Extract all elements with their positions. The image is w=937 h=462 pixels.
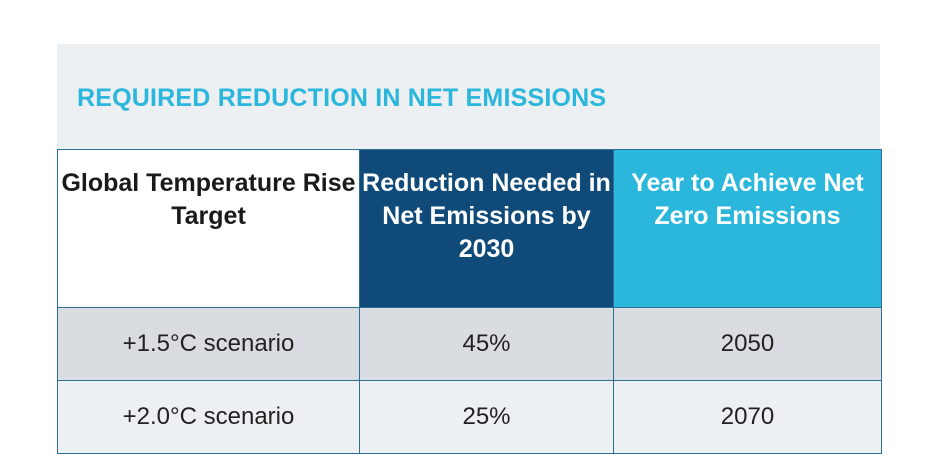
- reduction-cell: 25%: [359, 380, 614, 454]
- header-year-net-zero-label: Year to Achieve Net Zero Emissions: [631, 169, 864, 230]
- header-row: Global Temperature Rise Target Reduction…: [57, 149, 882, 308]
- year-cell: 2070: [613, 380, 882, 454]
- header-global-temperature-label: Global Temperature Rise Target: [61, 169, 356, 230]
- scenario-cell: +1.5°C scenario: [57, 307, 360, 381]
- header-global-temperature: Global Temperature Rise Target: [57, 149, 360, 308]
- table-row: +1.5°C scenario 45% 2050: [57, 307, 882, 381]
- table-title: REQUIRED REDUCTION IN NET EMISSIONS: [77, 84, 607, 112]
- scenario-cell: +2.0°C scenario: [57, 380, 360, 454]
- table-row: +2.0°C scenario 25% 2070: [57, 380, 882, 454]
- reduction-cell: 45%: [359, 307, 614, 381]
- year-cell: 2050: [613, 307, 882, 381]
- header-reduction-needed: Reduction Needed in Net Emissions by 203…: [359, 149, 614, 308]
- emissions-table: Global Temperature Rise Target Reduction…: [57, 149, 882, 454]
- header-reduction-needed-label: Reduction Needed in Net Emissions by 203…: [362, 169, 611, 263]
- header-year-net-zero: Year to Achieve Net Zero Emissions: [613, 149, 882, 308]
